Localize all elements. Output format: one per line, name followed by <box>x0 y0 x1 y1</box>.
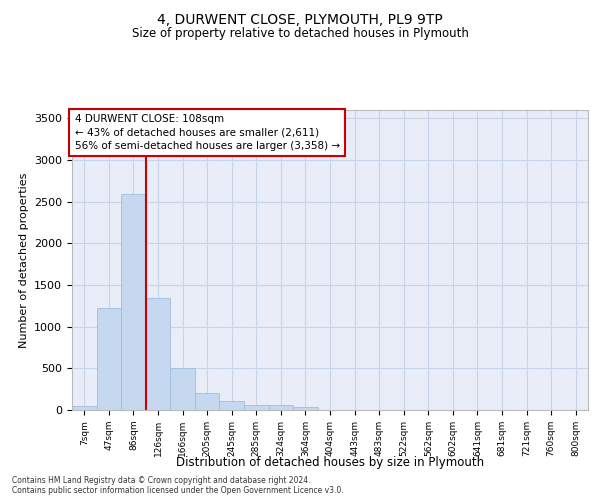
Bar <box>170 368 195 410</box>
Text: 4, DURWENT CLOSE, PLYMOUTH, PL9 9TP: 4, DURWENT CLOSE, PLYMOUTH, PL9 9TP <box>157 12 443 26</box>
Text: Contains HM Land Registry data © Crown copyright and database right 2024.: Contains HM Land Registry data © Crown c… <box>12 476 311 485</box>
Bar <box>220 401 244 410</box>
Text: Contains public sector information licensed under the Open Government Licence v3: Contains public sector information licen… <box>12 486 344 495</box>
Bar <box>293 407 318 410</box>
Bar <box>72 406 97 410</box>
Text: 4 DURWENT CLOSE: 108sqm
← 43% of detached houses are smaller (2,611)
56% of semi: 4 DURWENT CLOSE: 108sqm ← 43% of detache… <box>74 114 340 151</box>
Bar <box>146 298 170 410</box>
Bar <box>121 194 146 410</box>
Bar <box>269 406 293 410</box>
Text: Distribution of detached houses by size in Plymouth: Distribution of detached houses by size … <box>176 456 484 469</box>
Bar <box>195 394 220 410</box>
Text: Size of property relative to detached houses in Plymouth: Size of property relative to detached ho… <box>131 28 469 40</box>
Bar <box>244 406 269 410</box>
Y-axis label: Number of detached properties: Number of detached properties <box>19 172 29 348</box>
Bar <box>97 308 121 410</box>
